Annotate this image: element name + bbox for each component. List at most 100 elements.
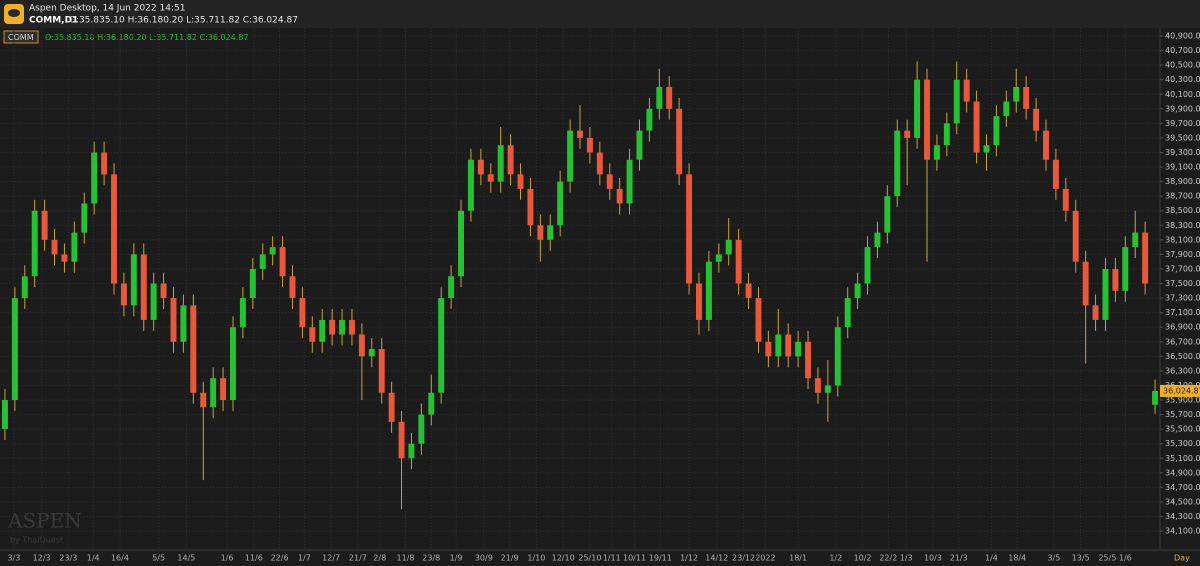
y-tick-label: 35,300.00 [1165,439,1200,448]
candle-body [190,305,197,393]
candle-body [983,145,990,153]
x-tick-label: 21/3 [950,554,968,563]
candle-body [497,145,504,182]
y-tick-label: 38,700.00 [1165,192,1200,201]
candle-body [31,210,38,277]
candle-body [824,385,831,393]
candle-body [1003,101,1010,117]
y-tick-label: 40,100.00 [1165,90,1200,99]
candle-body [1082,261,1089,306]
candle-body [319,319,326,342]
x-tick-label: 1/6 [1119,554,1132,563]
candle-body [150,283,157,320]
x-tick-label: 18/1 [789,554,807,563]
y-tick-label: 40,500.00 [1165,61,1200,70]
y-tick-label: 39,900.00 [1165,104,1200,113]
x-tick-label: 1/2 [829,554,842,563]
candle-body [438,298,445,393]
candle-body [239,298,246,328]
candle-body [765,341,772,357]
candle-body [269,247,276,255]
x-tick-label: 16/4 [111,554,129,563]
candle-body [477,159,484,175]
x-tick-label: 19/11 [649,554,672,563]
x-tick-label: 12/7 [322,554,340,563]
x-tick-label: 12/10 [552,554,575,563]
candle-body [705,261,712,320]
watermark-sub: by ThaiQuest [10,536,63,545]
candle-body [329,319,336,335]
candle-body [745,283,752,299]
candle-body [894,130,901,197]
candle-body [160,283,167,299]
candle-body [358,334,365,357]
candle-body [1142,232,1149,284]
y-tick-label: 34,500.00 [1165,497,1200,506]
x-tick-label: 1/6 [221,554,234,563]
x-tick-label: 10/2 [854,554,872,563]
x-tick-label: 5/5 [152,554,165,563]
candle-body [844,298,851,328]
candle-body [924,79,930,160]
x-tick-label: 11/6 [245,554,263,563]
symbol-tag-text[interactable]: COMM [8,33,34,42]
candle-body [51,239,58,255]
x-tick-label: 23/3 [59,554,77,563]
x-tick-label: 14/12 [705,554,728,563]
candle-body [11,298,18,401]
candle-body [586,137,593,153]
y-tick-label: 35,100.00 [1165,454,1200,463]
x-tick-label: 1/7 [298,554,311,563]
y-tick-label: 40,300.00 [1165,75,1200,84]
x-tick-label: 3/3 [7,554,20,563]
candle-body [120,283,127,306]
y-tick-label: 38,500.00 [1165,206,1200,215]
x-tick-label: 2/8 [373,554,386,563]
x-tick-label: 1/9 [450,554,463,563]
x-tick-label: 25/5 [1098,554,1116,563]
candle-body [101,152,108,175]
candle-body [41,210,48,240]
x-tick-label: 22/6 [271,554,289,563]
candle-body [140,254,147,320]
candle-body [1122,247,1129,291]
candle-body [795,341,802,357]
candle-body [616,188,623,204]
candle-body [1,400,8,430]
app-icon-eye [8,9,20,17]
candle-body [547,225,554,240]
candle-body [656,86,663,109]
candle-body [874,232,881,248]
y-tick-label: 36,700.00 [1165,337,1200,346]
y-tick-label: 37,900.00 [1165,250,1200,259]
candle-body [200,392,207,408]
y-tick-label: 39,500.00 [1165,133,1200,142]
watermark: ASPEN [7,509,82,533]
last-price-label: 36,024.87 [1163,386,1200,395]
y-tick-label: 38,300.00 [1165,221,1200,230]
candle-body [339,319,346,335]
timeframe-label[interactable]: Day [1174,554,1190,563]
y-tick-label: 39,700.00 [1165,119,1200,128]
candle-body [21,276,28,299]
candle-body [626,159,633,204]
candle-body [408,443,415,459]
x-tick-label: 13/5 [1072,554,1090,563]
symbol-tag[interactable] [3,30,39,44]
candle-body [973,101,980,153]
x-tick-label: 21/7 [349,554,367,563]
candle-body [289,276,296,299]
y-tick-label: 36,500.00 [1165,352,1200,361]
last-price-box [1160,384,1200,397]
x-tick-label: 21/9 [501,554,519,563]
candle-body [180,305,187,342]
candle-body [210,378,217,408]
candle-body [91,152,98,204]
candle-body [309,327,316,342]
candle-body [1013,86,1020,102]
candle-body [1062,188,1069,211]
candle-body [933,145,940,160]
candle-body [259,254,266,269]
